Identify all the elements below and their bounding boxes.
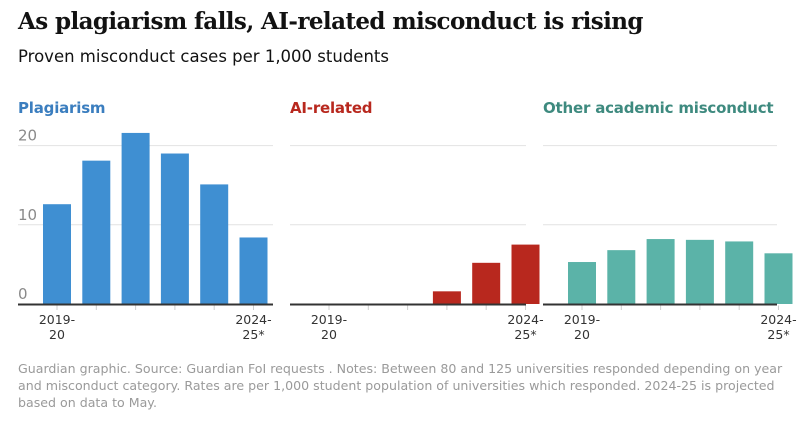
- bar-2022-23: [432, 291, 461, 304]
- x-tick-label: 25*: [514, 327, 536, 342]
- bar-2021-22: [646, 239, 675, 304]
- bar-2019-20: [43, 204, 71, 304]
- bar-2022-23: [160, 153, 189, 304]
- y-tick-label-0: 0: [18, 285, 28, 303]
- bar-2023-24: [725, 241, 754, 304]
- x-tick-label: 2024-: [507, 312, 543, 327]
- x-tick-label: 20: [574, 327, 590, 342]
- panel-title-plagiarism: Plagiarism: [18, 99, 106, 117]
- bar-2023-24: [472, 262, 501, 304]
- footnote: Guardian graphic. Source: Guardian FoI r…: [18, 361, 783, 410]
- x-tick-label: 2019-: [39, 312, 75, 327]
- x-tick-label: 20: [49, 327, 65, 342]
- x-tick-label: 2024-: [235, 312, 271, 327]
- bar-2019-20: [568, 262, 596, 304]
- x-tick-label: 25*: [242, 327, 264, 342]
- panel-title-ai-related: AI-related: [290, 99, 373, 117]
- bar-2021-22: [121, 132, 150, 304]
- bar-2022-23: [685, 239, 714, 304]
- bar-2020-21: [82, 160, 111, 304]
- chart-subtitle: Proven misconduct cases per 1,000 studen…: [18, 47, 389, 66]
- x-tick-label: 2024-: [760, 312, 796, 327]
- bar-2024-25*: [764, 253, 793, 304]
- bar-2024-25*: [511, 244, 540, 304]
- y-tick-label-10: 10: [18, 206, 37, 224]
- y-tick-label-20: 20: [18, 127, 37, 145]
- bar-2023-24: [200, 184, 229, 304]
- x-tick-label: 20: [321, 327, 337, 342]
- chart-title: As plagiarism falls, AI-related miscondu…: [18, 8, 643, 35]
- bar-2024-25*: [239, 237, 268, 304]
- x-tick-label: 25*: [767, 327, 789, 342]
- panel-title-other: Other academic misconduct: [543, 99, 774, 117]
- bar-2020-21: [607, 250, 636, 304]
- x-tick-label: 2019-: [311, 312, 347, 327]
- x-tick-label: 2019-: [564, 312, 600, 327]
- small-multiples-bar-chart: 010202019-202024-25*2019-202024-25*2019-…: [18, 127, 797, 342]
